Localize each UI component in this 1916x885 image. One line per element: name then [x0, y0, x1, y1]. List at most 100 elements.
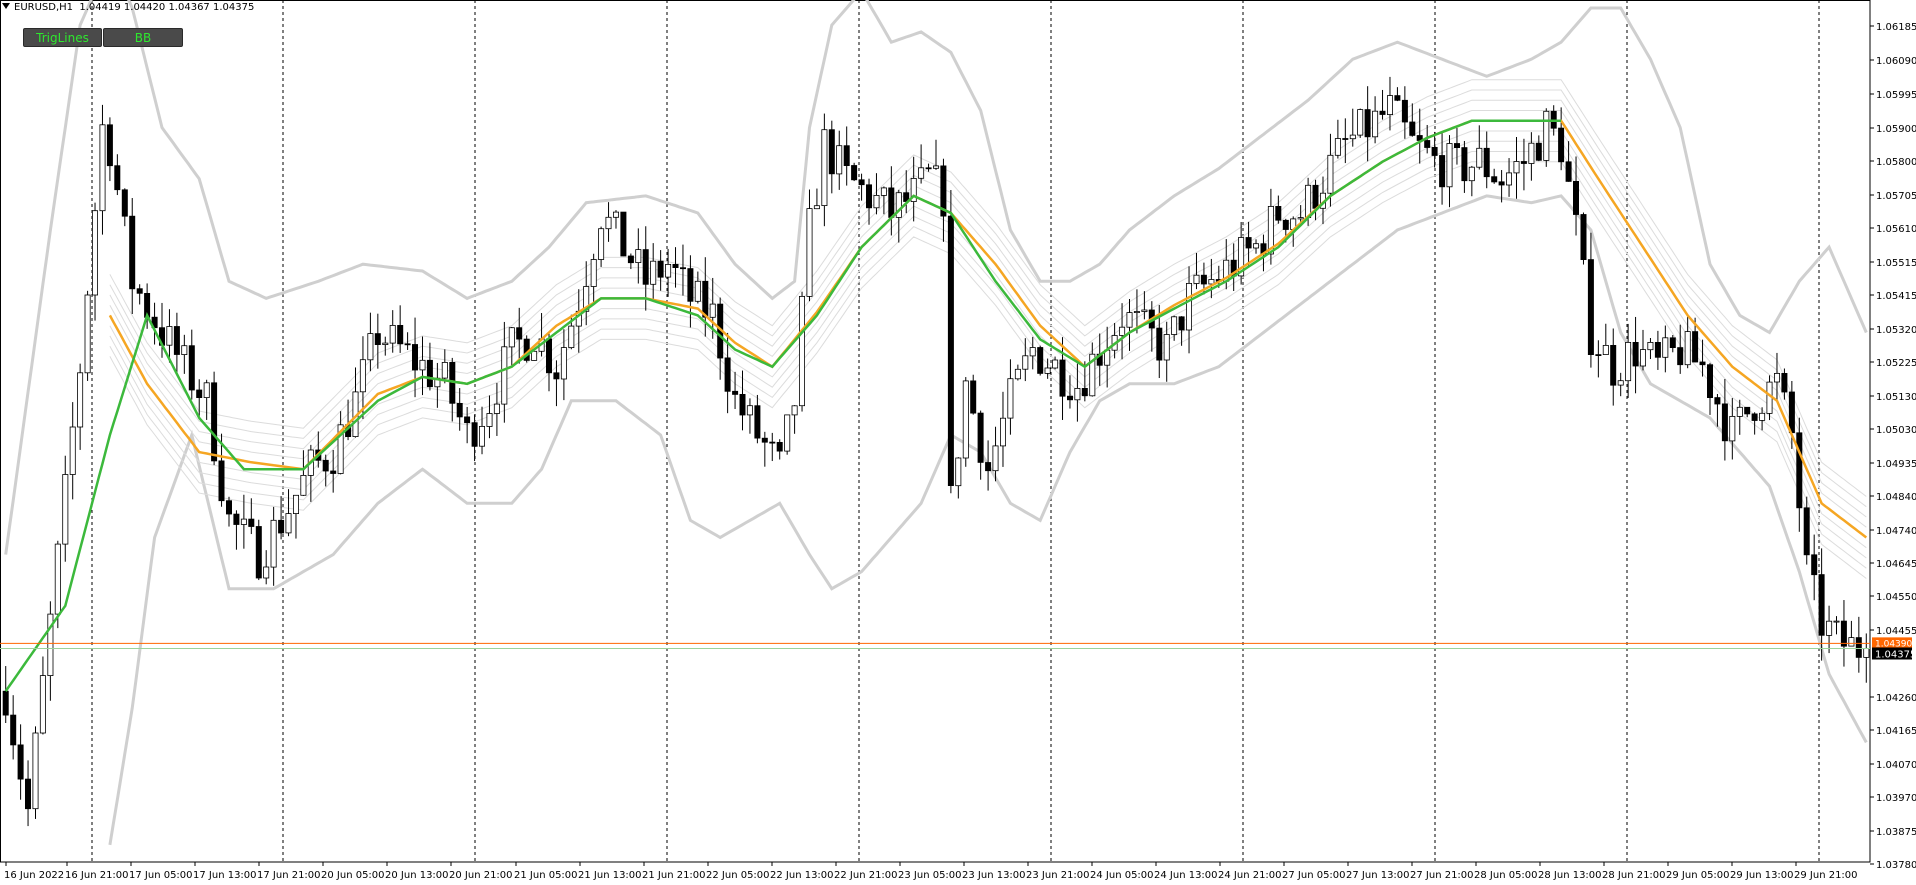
candle-body	[1565, 161, 1572, 182]
candle	[129, 198, 136, 314]
candle	[605, 202, 612, 242]
candle	[69, 402, 76, 500]
x-tick-label: 17 Jun 05:00	[129, 870, 193, 881]
candle	[1654, 330, 1661, 370]
x-tick-label: 28 Jun 21:00	[1602, 870, 1666, 881]
candle	[203, 379, 210, 420]
candle-body	[813, 205, 820, 210]
candle	[1401, 86, 1408, 139]
candle-body	[1736, 406, 1743, 417]
candle	[1461, 140, 1468, 193]
candle-body	[687, 268, 694, 302]
candle	[367, 312, 374, 372]
candle-body	[1394, 95, 1401, 101]
candle-body	[568, 325, 575, 349]
candle	[739, 370, 746, 431]
candle	[1119, 303, 1126, 360]
candle	[151, 302, 158, 345]
candle-body	[635, 249, 642, 264]
candle	[724, 332, 731, 414]
candle	[784, 414, 791, 455]
current-price-badge	[1872, 647, 1912, 660]
candle-body	[1178, 316, 1185, 331]
candle	[1684, 316, 1691, 369]
candle	[933, 139, 940, 170]
x-tick-label: 27 Jun 13:00	[1346, 870, 1410, 881]
price-axis[interactable]: 1.06185 1.06090 1.05995 1.05900 1.05800 1.057…	[1870, 22, 1916, 871]
candle	[1781, 368, 1788, 400]
candle-body	[553, 372, 560, 380]
candle-body	[1401, 99, 1408, 123]
candle-body	[17, 744, 24, 780]
candle	[92, 202, 99, 321]
candle	[918, 144, 925, 184]
candle-body	[1379, 110, 1386, 115]
candle	[947, 189, 954, 494]
candle-body	[1342, 138, 1349, 140]
candle	[39, 656, 46, 735]
candle-body	[292, 494, 299, 514]
candle	[1007, 359, 1014, 435]
candle-body	[1305, 184, 1312, 219]
y-tick-label: 1.03875	[1876, 827, 1916, 838]
x-tick-label: 24 Jun 13:00	[1154, 870, 1218, 881]
candle	[575, 289, 582, 353]
candle-body	[627, 255, 634, 264]
candle	[1334, 119, 1341, 159]
x-tick-label: 24 Jun 21:00	[1218, 870, 1282, 881]
candle	[598, 226, 605, 267]
candle	[54, 540, 61, 629]
candle	[746, 398, 753, 434]
trig-lines	[4, 119, 1868, 692]
candle-body	[1662, 337, 1669, 358]
candle	[10, 695, 17, 760]
triglines-button[interactable]: TrigLines	[23, 28, 102, 47]
candle	[1573, 156, 1580, 236]
candle	[337, 411, 344, 475]
candle	[1535, 135, 1542, 162]
candle-body	[456, 402, 463, 418]
candle-body	[1863, 648, 1870, 658]
candle-body	[531, 350, 538, 361]
dropdown-icon[interactable]	[2, 3, 10, 9]
candle-body	[1037, 347, 1044, 374]
candle-body	[1022, 355, 1029, 370]
candle-body	[508, 327, 515, 348]
candle-body	[1788, 391, 1795, 434]
candle-body	[54, 543, 61, 615]
trig-lines-ribbon	[109, 79, 1867, 579]
candle-body	[866, 184, 873, 209]
x-tick-label: 29 Jun 05:00	[1666, 870, 1730, 881]
candle	[1357, 108, 1364, 138]
candle-body	[940, 165, 947, 217]
y-tick-label: 1.05900	[1876, 124, 1916, 135]
candle-body	[92, 210, 99, 296]
bb-button[interactable]: BB	[103, 28, 183, 47]
candle-body	[1610, 344, 1617, 386]
prev-price-badge	[1872, 637, 1912, 649]
candle	[322, 454, 329, 487]
candle	[1729, 398, 1736, 460]
candle-body	[1498, 181, 1505, 186]
current-price-line	[0, 642, 1870, 649]
candle-body	[173, 326, 180, 355]
candle	[411, 317, 418, 398]
candle-body	[851, 165, 858, 181]
x-tick-label: 16 Jun 2022	[4, 870, 64, 881]
candle	[1074, 363, 1081, 422]
candle	[620, 211, 627, 257]
y-tick-label: 1.06185	[1876, 22, 1916, 33]
candle	[694, 271, 701, 304]
candle	[1602, 323, 1609, 355]
ohlc-values: 1.04419 1.04420 1.04367 1.04375	[79, 2, 255, 13]
candle-body	[1171, 316, 1178, 335]
candle-body	[598, 228, 605, 260]
candle-body	[1349, 134, 1356, 140]
time-axis[interactable]: 16 Jun 2022 16 Jun 21:00 17 Jun 05:00 17 Ju…	[4, 862, 1858, 881]
candle-body	[1535, 142, 1542, 161]
candle-body	[129, 215, 136, 290]
candle	[680, 244, 687, 296]
candle	[426, 342, 433, 391]
candle-body	[1573, 180, 1580, 215]
